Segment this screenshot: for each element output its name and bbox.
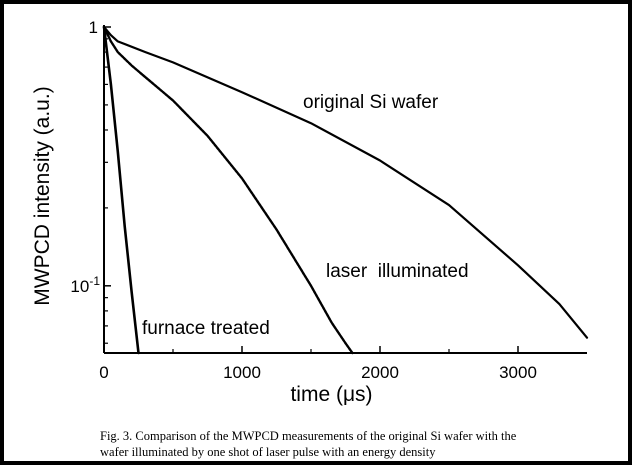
series-line-2 <box>102 25 354 355</box>
decay-chart: 0 1000 2000 3000 1 10-1 original Si wafer lase… <box>31 18 589 406</box>
figure-caption: Fig. 3. Comparison of the MWPCD measurem… <box>100 428 620 460</box>
x-tick-label: 1000 <box>223 363 261 382</box>
x-tick-label: 2000 <box>361 363 399 382</box>
caption-line-1: Fig. 3. Comparison of the MWPCD measurem… <box>100 429 517 443</box>
series-line-3 <box>102 25 140 355</box>
series-label-1: original Si wafer <box>303 92 439 113</box>
series-line-1 <box>102 25 589 339</box>
x-tick-label: 0 <box>99 363 108 382</box>
y-tick-exponent: -1 <box>89 274 100 288</box>
y-tick-label: 1 <box>89 18 98 37</box>
figure-frame: 0 1000 2000 3000 1 10-1 original Si wafer lase… <box>4 4 628 461</box>
y-axis-title: MWPCD intensity (a.u.) <box>31 86 54 305</box>
series-label-2: laser illuminated <box>326 261 469 282</box>
x-tick-label: 3000 <box>499 363 537 382</box>
y-tick-label: 10-1 <box>70 274 100 296</box>
caption-line-2: wafer illuminated by one shot of laser p… <box>100 445 436 459</box>
series-label-3: furnace treated <box>142 318 270 339</box>
x-axis-title: time (μs) <box>290 383 372 406</box>
